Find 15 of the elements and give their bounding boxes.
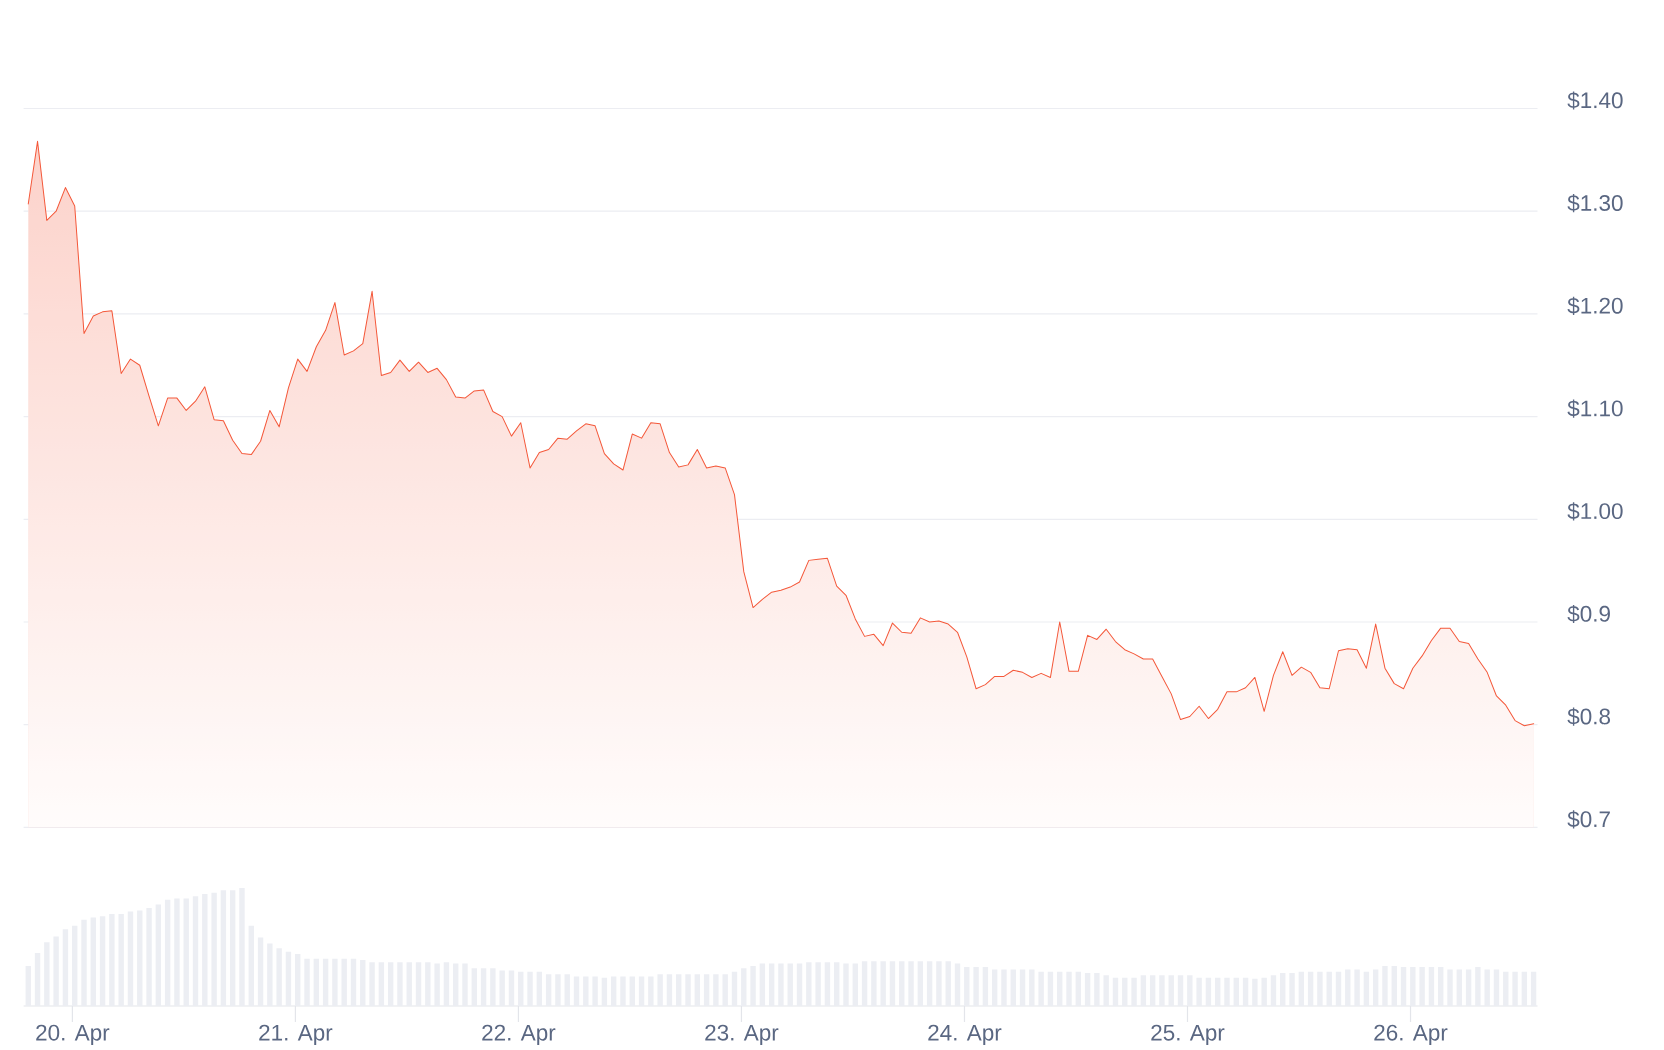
y-tick-label: $0.9 [1567, 604, 1610, 624]
x-tick-label: 24. Apr [928, 1024, 1002, 1046]
y-tick-label: $1.00 [1567, 502, 1623, 521]
y-tick-label: $1.40 [1567, 91, 1623, 110]
y-tick-label: $0.8 [1567, 707, 1611, 726]
y-tick-label: $1.10 [1567, 399, 1623, 418]
y-tick-label: $1.20 [1567, 296, 1623, 315]
x-tick-label: 21. Apr [259, 1024, 333, 1046]
x-tick-label: 26. Apr [1374, 1024, 1448, 1046]
x-tick-label: 25. Apr [1151, 1024, 1225, 1046]
y-tick-label: $1.30 [1567, 194, 1623, 213]
x-tick-label: 22. Apr [482, 1024, 556, 1046]
x-tick-label: 23. Apr [705, 1024, 779, 1046]
y-tick-label: $0.7 [1567, 810, 1610, 829]
x-tick-label: 20. Apr [36, 1024, 110, 1046]
